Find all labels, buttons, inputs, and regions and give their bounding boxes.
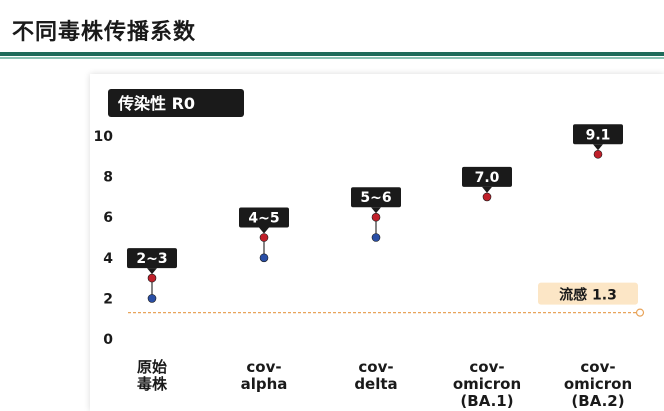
x-category-label: delta: [354, 375, 397, 393]
value-label-bg: [573, 124, 623, 145]
flu-label: 流感 1.3: [559, 287, 617, 304]
value-label-pointer: [482, 186, 492, 193]
y-tick-label: 6: [103, 210, 113, 226]
upper-point: [593, 149, 603, 159]
flu-reference-end-marker: [635, 308, 645, 317]
y-tick-label: 0: [103, 332, 113, 348]
x-category-label: (BA.1): [460, 392, 513, 410]
value-label-pointer: [259, 227, 269, 234]
value-label-bg: [462, 166, 512, 187]
x-category-label: alpha: [241, 375, 288, 393]
x-category-label: omicron: [564, 375, 632, 393]
slide-header: 不同毒株传播系数: [0, 0, 664, 56]
header-divider: [0, 52, 664, 56]
x-category-label: cov-: [358, 358, 393, 376]
x-category-label: cov-: [580, 358, 615, 376]
chart-title-group: 传染性 R0: [108, 89, 244, 117]
value-label-pointer: [147, 268, 157, 275]
y-tick-label: 10: [94, 129, 114, 145]
lower-point: [371, 233, 381, 242]
chart-title-bg: [108, 89, 244, 117]
upper-point: [259, 233, 269, 242]
value-label-pointer: [371, 207, 381, 214]
y-tick-label: 2: [103, 291, 113, 307]
value-labels: 2~3 4~5 5~6 7.0 9.1: [127, 124, 623, 275]
lower-point: [259, 253, 269, 263]
data-points: [147, 149, 603, 303]
chart-title: 传染性 R0: [117, 94, 195, 113]
value-label: 5~6: [360, 190, 391, 206]
upper-point: [371, 212, 381, 222]
x-axis: 原始毒株cov-alphacov-deltacov-omicron(BA.1)c…: [137, 358, 632, 410]
upper-point: [147, 273, 157, 283]
x-category-label: omicron: [453, 375, 521, 393]
upper-point: [482, 192, 492, 202]
y-axis: 0 2 4 6 8 10: [94, 129, 114, 348]
x-category-label: cov-: [469, 358, 504, 376]
slide-title: 不同毒株传播系数: [12, 20, 197, 45]
x-category-label: 原始: [137, 358, 167, 376]
lower-point: [147, 294, 157, 303]
value-label: 4~5: [248, 211, 279, 227]
value-label: 7.0: [475, 170, 500, 186]
value-label: 2~3: [136, 251, 167, 267]
y-tick-label: 8: [103, 170, 113, 186]
flu-label-bg: [538, 282, 638, 305]
value-label-pointer: [593, 144, 603, 151]
value-label: 9.1: [586, 127, 611, 143]
flu-reference: 流感 1.3: [128, 282, 645, 317]
x-category-label: cov-: [246, 358, 281, 376]
x-category-label: (BA.2): [571, 392, 624, 410]
value-label-bg: [127, 248, 177, 269]
value-label-bg: [351, 187, 401, 208]
header-divider-accent: [0, 57, 664, 59]
x-category-label: 毒株: [137, 375, 168, 393]
chart-panel: [90, 74, 664, 411]
y-tick-label: 4: [103, 251, 113, 267]
value-label-bg: [239, 207, 289, 228]
